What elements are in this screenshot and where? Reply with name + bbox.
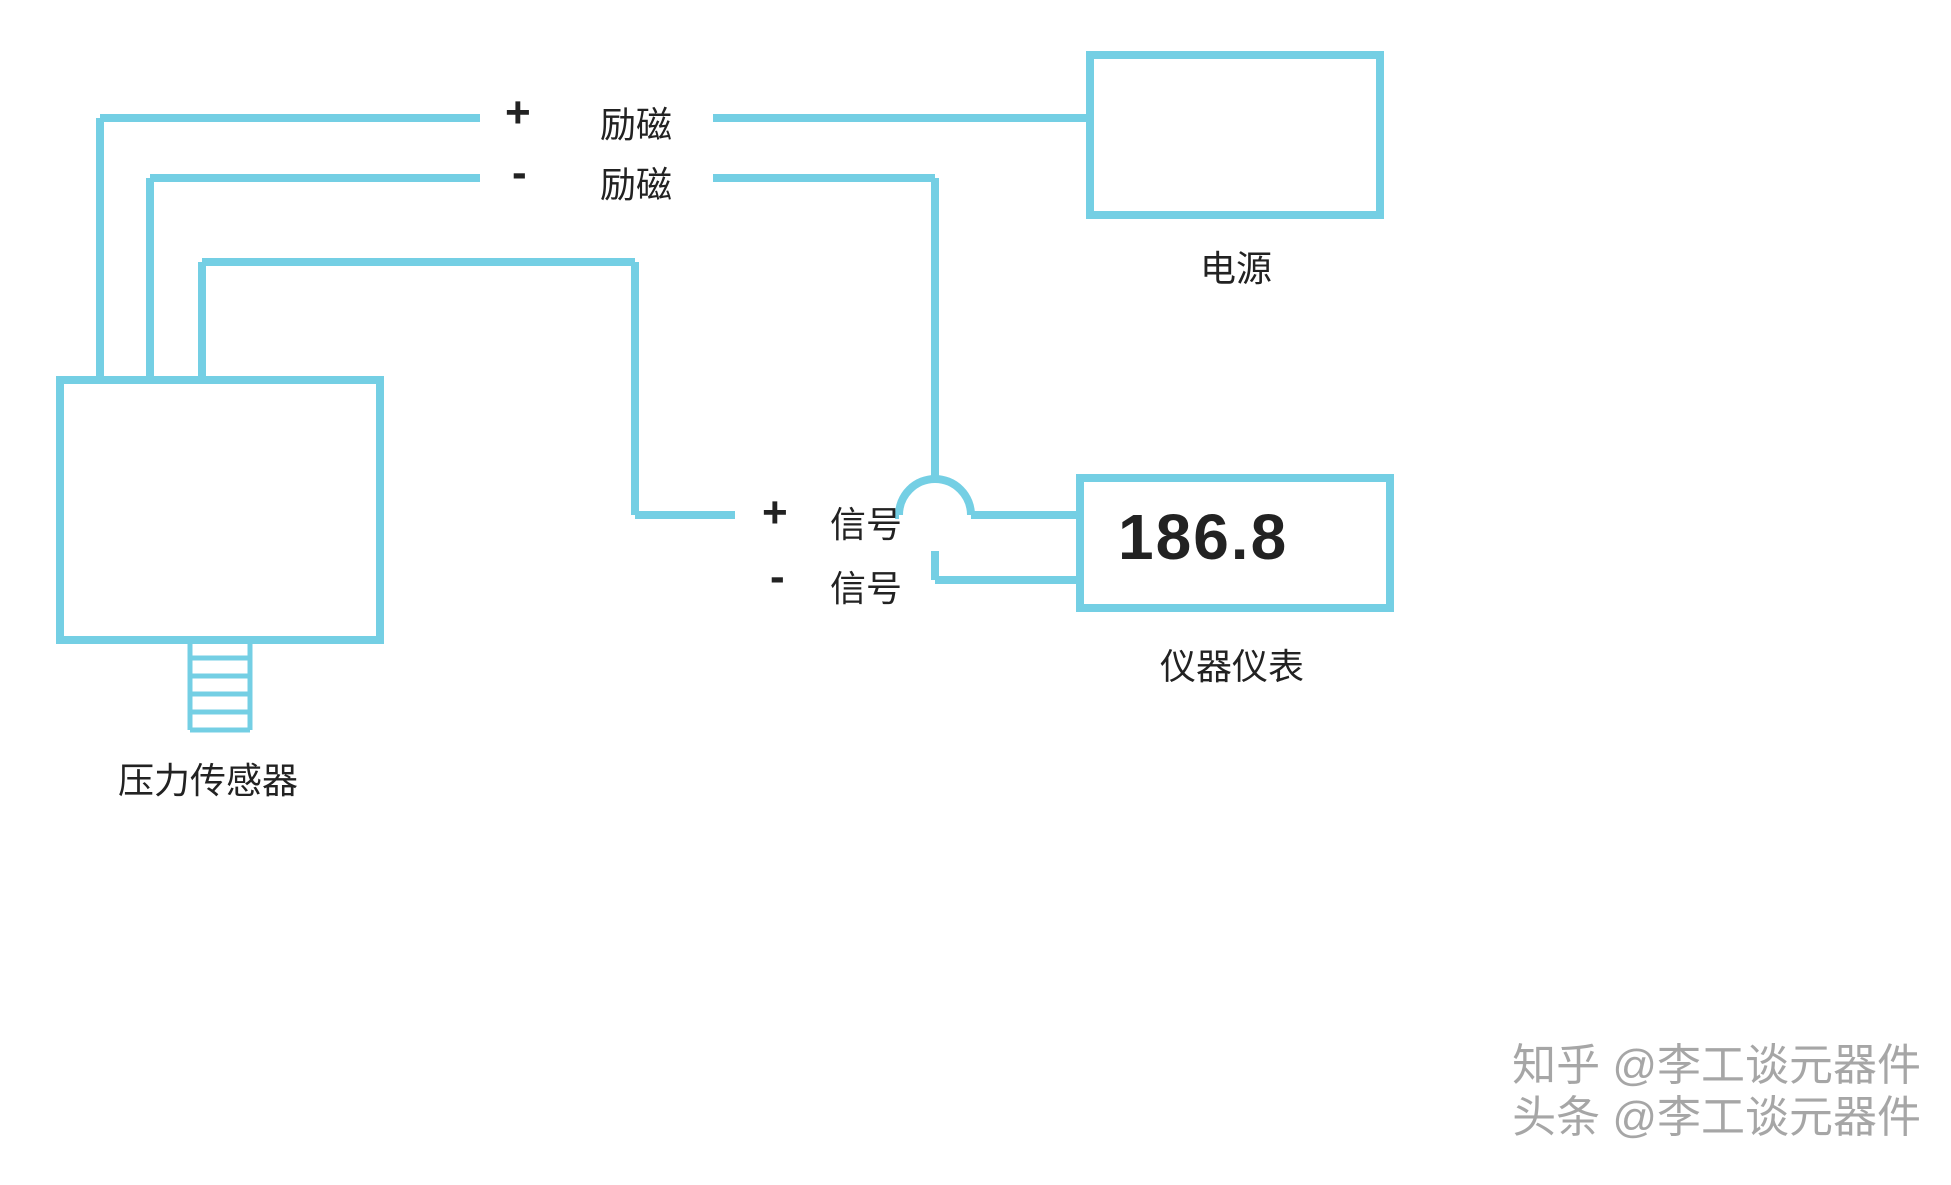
exc-plus-label: 励磁 [600,96,672,148]
instrument-label: 仪器仪表 [1160,638,1304,690]
sig-plus-sign: + [762,488,788,538]
diagram-canvas [0,0,1951,1185]
sig-minus-label: 信号 [830,560,902,612]
exc-minus-sign: - [512,148,527,198]
exc-minus-label: 励磁 [600,156,672,208]
exc-plus-sign: + [505,88,531,138]
sig-minus-sign: - [770,552,785,602]
instrument-display: 186.8 [1118,500,1288,574]
sensor-label: 压力传感器 [118,752,298,804]
power-label: 电源 [1200,240,1272,292]
watermark-line2: 头条 @李工谈元器件 [1512,1081,1921,1145]
sig-plus-label: 信号 [830,496,902,548]
